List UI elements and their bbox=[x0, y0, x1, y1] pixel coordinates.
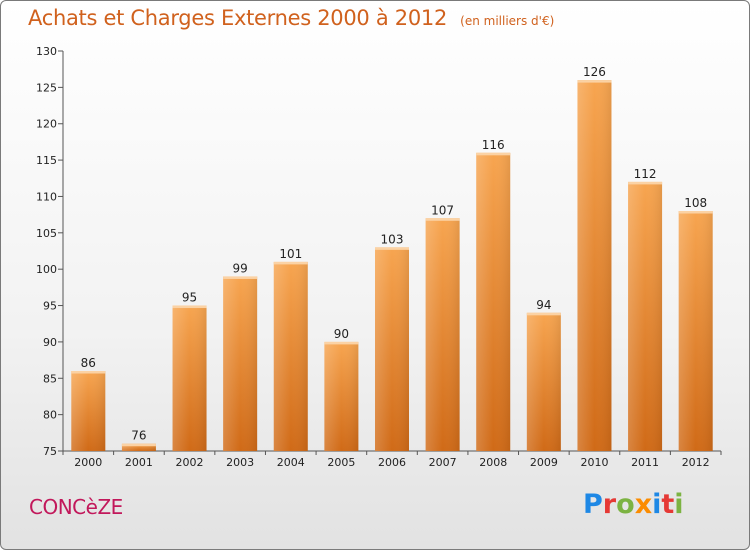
logo-letter: x bbox=[634, 489, 653, 520]
bar-shade bbox=[223, 276, 258, 451]
x-tick-label: 2000 bbox=[74, 456, 102, 469]
bar-top-highlight bbox=[577, 80, 612, 83]
bar bbox=[577, 80, 612, 451]
x-tick-label: 2010 bbox=[580, 456, 608, 469]
x-tick-label: 2004 bbox=[277, 456, 305, 469]
chart-title: Achats et Charges Externes 2000 à 2012 bbox=[28, 6, 448, 30]
bar bbox=[172, 305, 207, 451]
x-tick-label: 2011 bbox=[631, 456, 659, 469]
data-label: 95 bbox=[182, 291, 197, 305]
axes: 75 80 85 90 95 100 105 110 115 120 125 130 2000 2001 2… bbox=[36, 45, 722, 469]
y-tick-label: 95 bbox=[43, 300, 57, 313]
bar-top-highlight bbox=[425, 218, 460, 221]
bar-shade bbox=[476, 152, 511, 451]
x-tick-label: 2001 bbox=[125, 456, 153, 469]
bar-shade bbox=[324, 341, 359, 451]
bars bbox=[71, 80, 713, 451]
data-labels: 86 76 95 99 101 90 103 107 116 94 126 112 108 bbox=[81, 65, 707, 443]
bar-shade bbox=[273, 261, 308, 451]
y-tick-label: 125 bbox=[36, 81, 57, 94]
y-tick-label: 90 bbox=[43, 336, 57, 349]
logo-letter: P bbox=[583, 489, 603, 520]
bar-top-highlight bbox=[678, 211, 713, 214]
logo-letter: t bbox=[661, 489, 675, 520]
y-tick-label: 110 bbox=[36, 190, 57, 203]
bar-top-highlight bbox=[172, 305, 207, 309]
bar bbox=[425, 218, 460, 451]
y-tick-label: 120 bbox=[36, 118, 57, 131]
bar bbox=[324, 341, 359, 451]
bar bbox=[476, 152, 511, 451]
bar bbox=[628, 181, 663, 451]
bar-top-highlight bbox=[526, 312, 561, 316]
bar bbox=[526, 312, 561, 451]
commune-name: CONCèZE bbox=[29, 495, 123, 519]
y-tick-label: 100 bbox=[36, 263, 57, 276]
bar-shade bbox=[172, 305, 207, 451]
logo-letter: r bbox=[602, 489, 617, 520]
chart-title-block: Achats et Charges Externes 2000 à 2012 (… bbox=[28, 6, 554, 30]
bar bbox=[223, 276, 258, 451]
bar-top-highlight bbox=[324, 341, 359, 345]
data-label: 99 bbox=[233, 261, 248, 275]
bar bbox=[121, 443, 156, 451]
y-tick-label: 115 bbox=[36, 154, 57, 167]
x-tick-label: 2007 bbox=[429, 456, 457, 469]
bar-top-highlight bbox=[223, 276, 258, 279]
data-label: 116 bbox=[482, 138, 505, 152]
bar-top-highlight bbox=[476, 152, 511, 156]
logo-letter: i bbox=[652, 489, 662, 520]
bar-shade bbox=[71, 371, 106, 451]
bar-top-highlight bbox=[273, 261, 308, 265]
x-tick-label: 2005 bbox=[327, 456, 355, 469]
bar-shade bbox=[678, 211, 713, 451]
x-tick-label: 2008 bbox=[479, 456, 507, 469]
bar-shade bbox=[121, 443, 156, 451]
y-tick-label: 85 bbox=[43, 372, 57, 385]
x-tick-label: 2006 bbox=[378, 456, 406, 469]
data-label: 126 bbox=[583, 65, 606, 79]
data-label: 94 bbox=[536, 298, 551, 312]
data-label: 108 bbox=[684, 196, 707, 210]
bar bbox=[375, 247, 409, 451]
y-tick-label: 75 bbox=[43, 445, 57, 458]
x-tick-label: 2009 bbox=[530, 456, 558, 469]
y-tick-label: 80 bbox=[43, 409, 57, 422]
logo-letter: i bbox=[674, 489, 684, 520]
logo-letter: o bbox=[616, 489, 635, 520]
bar bbox=[678, 211, 713, 451]
proxiti-logo: Proxiti bbox=[583, 489, 684, 520]
x-tick-label: 2012 bbox=[682, 456, 710, 469]
bar-shade bbox=[526, 312, 561, 451]
bar-shade bbox=[425, 218, 460, 451]
bar-shade bbox=[577, 80, 612, 451]
bar-top-highlight bbox=[375, 247, 409, 250]
bar-top-highlight bbox=[121, 443, 156, 447]
data-label: 86 bbox=[81, 356, 96, 370]
bar-shade bbox=[628, 181, 663, 451]
x-tick-label: 2002 bbox=[176, 456, 204, 469]
data-label: 90 bbox=[334, 327, 349, 341]
y-tick-label: 130 bbox=[36, 45, 57, 58]
data-label: 112 bbox=[634, 167, 657, 181]
bar bbox=[71, 371, 106, 451]
data-label: 101 bbox=[279, 247, 302, 261]
data-label: 107 bbox=[431, 203, 454, 217]
y-tick-label: 105 bbox=[36, 227, 57, 240]
bar-top-highlight bbox=[71, 371, 106, 374]
chart-unit-note: (en milliers d'€) bbox=[460, 14, 555, 28]
bar bbox=[273, 261, 308, 451]
x-tick-label: 2003 bbox=[226, 456, 254, 469]
bar-shade bbox=[375, 247, 409, 451]
data-label: 76 bbox=[131, 429, 146, 443]
bar-top-highlight bbox=[628, 181, 663, 185]
data-label: 103 bbox=[381, 232, 404, 246]
